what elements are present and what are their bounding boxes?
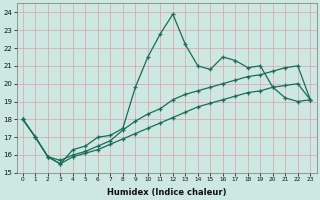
- X-axis label: Humidex (Indice chaleur): Humidex (Indice chaleur): [107, 188, 226, 197]
